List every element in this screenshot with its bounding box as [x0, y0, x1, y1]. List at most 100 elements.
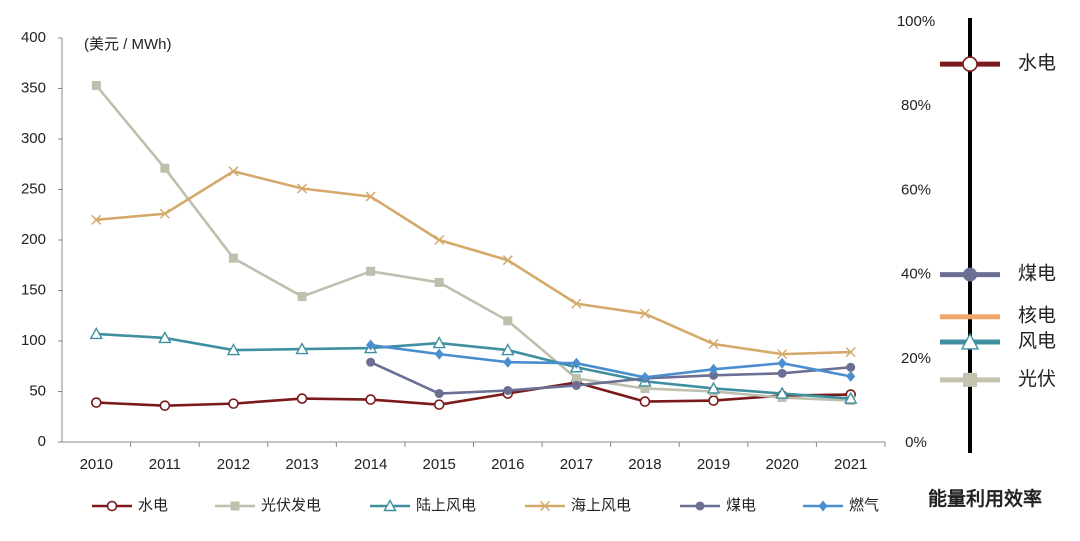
marker: [962, 56, 978, 72]
marker: [777, 357, 787, 369]
y-tick-label: 0: [38, 433, 46, 450]
marker: [106, 500, 118, 512]
marker: [228, 166, 239, 177]
marker: [844, 391, 858, 404]
marker: [228, 253, 238, 263]
series-line: [96, 169, 851, 356]
marker: [159, 208, 170, 219]
marker: [539, 500, 551, 512]
marker: [503, 316, 513, 326]
marker: [963, 372, 977, 387]
marker: [695, 501, 705, 511]
marker: [90, 397, 102, 408]
marker: [297, 292, 307, 302]
y-tick-label: 60%: [901, 181, 931, 198]
series-line: [96, 332, 851, 400]
y-tick-label: 200: [21, 231, 46, 248]
marker: [228, 398, 239, 409]
x-tick-label: 2015: [423, 456, 456, 473]
marker: [846, 370, 856, 382]
marker: [91, 214, 102, 225]
marker: [434, 348, 444, 360]
series-line: [95, 84, 851, 402]
y-tick-label: 150: [21, 281, 46, 298]
x-tick-label: 2021: [834, 456, 867, 473]
x-tick-label: 2019: [697, 456, 730, 473]
marker: [777, 368, 787, 378]
marker: [91, 80, 101, 90]
legend-label: 燃气: [849, 496, 879, 514]
marker: [366, 357, 376, 367]
level-label: 风电: [1018, 330, 1056, 352]
marker: [296, 393, 308, 404]
x-tick-label: 2013: [285, 456, 318, 473]
marker: [434, 389, 444, 399]
marker: [571, 373, 581, 383]
x-tick-label: 2018: [628, 456, 661, 473]
marker: [709, 363, 719, 375]
marker: [709, 370, 719, 380]
series-line: [370, 343, 851, 379]
legend-label: 陆上风电: [416, 497, 476, 514]
marker: [226, 343, 241, 356]
marker: [818, 500, 828, 512]
marker: [503, 385, 513, 395]
marker: [963, 267, 977, 282]
marker: [366, 339, 376, 351]
marker: [89, 326, 103, 340]
marker: [571, 298, 582, 309]
y-tick-label: 250: [21, 180, 46, 197]
marker: [775, 386, 789, 399]
x-tick-label: 2020: [765, 456, 798, 473]
marker: [639, 308, 650, 319]
legend-label: 水电: [138, 497, 168, 514]
marker: [960, 332, 980, 350]
y-tick-label: 20%: [901, 350, 931, 367]
y-tick-label: 350: [21, 79, 46, 96]
marker: [366, 266, 376, 276]
marker: [230, 501, 240, 511]
legend-label: 海上风电: [571, 497, 631, 514]
level-label: 煤电: [1018, 263, 1056, 285]
marker: [846, 362, 856, 372]
unit-annotation: (美元 / MWh): [84, 36, 172, 53]
marker: [639, 396, 651, 407]
y-tick-label: 50: [29, 382, 46, 399]
marker: [432, 336, 446, 349]
y-tick-label: 300: [21, 130, 46, 147]
marker: [571, 380, 581, 390]
level-label: 水电: [1018, 52, 1056, 74]
marker: [845, 347, 856, 358]
x-tick-label: 2012: [217, 456, 250, 473]
y-tick-label: 400: [21, 29, 46, 46]
marker: [383, 499, 397, 512]
marker: [640, 383, 650, 393]
y-tick-label: 0%: [905, 434, 927, 451]
marker: [640, 371, 650, 383]
x-tick-label: 2016: [491, 456, 524, 473]
marker: [708, 338, 719, 350]
x-tick-label: 2011: [149, 456, 181, 473]
marker: [158, 331, 172, 344]
marker: [433, 399, 445, 410]
marker: [501, 343, 515, 356]
marker: [502, 255, 513, 266]
legend-label: 煤电: [726, 497, 756, 514]
marker: [295, 342, 309, 355]
level-label: 光伏: [1018, 368, 1056, 390]
y-tick-label: 80%: [901, 97, 931, 114]
marker: [434, 277, 444, 287]
level-label: 核电: [1018, 305, 1056, 327]
marker: [706, 381, 721, 394]
marker: [434, 234, 445, 246]
marker: [365, 394, 376, 405]
marker: [708, 395, 719, 406]
marker: [297, 183, 308, 194]
y-tick-label: 40%: [901, 266, 931, 283]
marker: [571, 357, 581, 369]
x-axis-label: 能量利用效率: [928, 487, 1042, 510]
series-line: [370, 361, 851, 395]
y-tick-label: 100: [21, 332, 46, 349]
legend-label: 光伏发电: [261, 497, 321, 514]
